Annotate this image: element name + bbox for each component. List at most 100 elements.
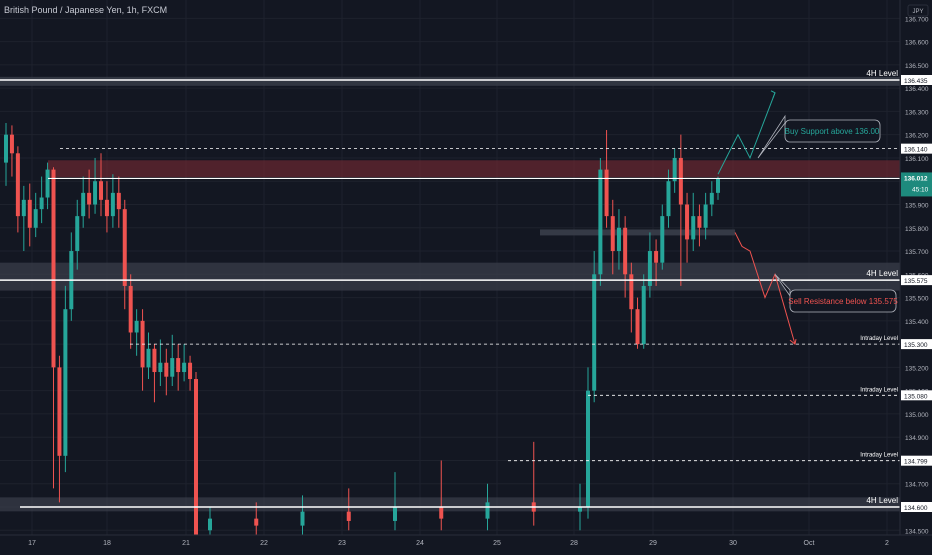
candle-body: [592, 274, 597, 391]
level-price-tag-text: 134.799: [904, 459, 928, 466]
candle-body: [87, 192, 92, 205]
candle-body: [616, 227, 621, 252]
currency-box: [907, 4, 929, 17]
zone-4h-top: [0, 76, 900, 86]
price-tick-label: 136.300: [905, 109, 929, 116]
candle-body: [51, 169, 56, 368]
candle-body: [300, 511, 305, 526]
candle-body: [439, 507, 444, 519]
zone-red-resistance: [48, 160, 900, 178]
candle-body: [15, 153, 20, 217]
candle-body: [75, 216, 80, 252]
candle-body: [635, 309, 640, 345]
candle-body: [99, 181, 103, 200]
level-price-tag-text: 135.300: [904, 342, 928, 349]
candle-body: [678, 157, 683, 205]
annotation-box-sell: [789, 289, 897, 313]
candle-body: [654, 251, 659, 263]
price-tick-label: 135.800: [905, 226, 929, 233]
candle-body: [134, 320, 139, 333]
candle-body: [660, 216, 665, 263]
time-axis-bg: [0, 535, 932, 550]
candle-body: [182, 362, 187, 373]
candle-body: [39, 197, 44, 210]
time-tick-label: Oct: [804, 540, 815, 547]
projection-up: [717, 92, 776, 175]
candle-body: [152, 348, 157, 373]
candle-body: [45, 169, 50, 198]
time-tick-label: 23: [338, 540, 346, 547]
level-label: Intraday Level: [860, 336, 898, 342]
level-price-tag: [901, 75, 932, 85]
level-price-tag: [901, 390, 932, 401]
price-tick-label: 135.700: [905, 249, 929, 256]
countdown-text: 45:10: [912, 186, 929, 193]
level-price-tag: [901, 143, 932, 154]
candle-body: [170, 358, 175, 377]
level-label: 4H Level: [866, 69, 898, 78]
price-tick-label: 136.400: [905, 86, 929, 93]
candle-body: [194, 379, 198, 542]
level-price-tag-text: 134.600: [904, 505, 928, 512]
candle-body: [691, 216, 696, 240]
symbol-title: British Pound / Japanese Yen, 1h, FXCM: [4, 5, 168, 15]
price-tick-label: 135.900: [905, 202, 929, 209]
level-price-tag-text: 135.080: [904, 393, 928, 400]
candle-body: [672, 157, 677, 182]
candle-body: [641, 285, 646, 345]
candle-body: [116, 192, 121, 210]
level-label: 4H Level: [866, 496, 898, 505]
currency-label: JPY: [912, 9, 923, 15]
candle-body: [164, 362, 169, 377]
arrow-down-head: [789, 339, 797, 346]
zone-4h-bottom: [0, 497, 900, 512]
level-price-tag: [901, 502, 932, 512]
level-price-tag-text: 135.575: [904, 278, 928, 285]
annotation-sell: Sell Resistance below 135.575: [788, 297, 898, 306]
price-tick-label: 134.900: [905, 435, 929, 442]
time-tick-label: 18: [103, 540, 111, 547]
price-tick-label: 135.200: [905, 365, 929, 372]
candle-body: [188, 362, 193, 380]
level-price-tag: [901, 339, 932, 350]
candle-body: [647, 251, 652, 286]
level-label: Intraday Level: [860, 387, 898, 393]
time-tick-label: 17: [28, 540, 36, 547]
candle-body: [610, 216, 615, 252]
candle-body: [254, 518, 259, 526]
annotation-pointer: [757, 114, 786, 159]
candle-body: [93, 181, 98, 205]
price-tick-label: 136.100: [905, 156, 929, 163]
candle-body: [104, 199, 109, 217]
candle-body: [586, 390, 590, 507]
candle-body: [33, 209, 38, 228]
price-tick-label: 135.000: [905, 412, 929, 419]
candle-body: [703, 204, 708, 228]
candle-body: [122, 209, 127, 286]
arrow-up-head: [770, 90, 776, 98]
time-tick-label: 2: [885, 540, 889, 547]
price-tick-label: 134.500: [905, 528, 929, 535]
candle-body: [21, 199, 26, 217]
time-tick-label: 21: [182, 540, 190, 547]
candle-body: [604, 169, 609, 217]
candle-body: [57, 367, 62, 456]
price-tick-label: 136.600: [905, 40, 929, 47]
level-label: Intraday Level: [860, 453, 898, 459]
candle-body: [393, 507, 397, 521]
projection-down: [734, 232, 796, 345]
price-tick-label: 134.700: [905, 482, 929, 489]
time-tick-label: 25: [493, 540, 501, 547]
level-price-tag: [901, 455, 932, 466]
candle-body: [623, 227, 628, 275]
candle-body: [63, 309, 68, 456]
candle-body: [27, 199, 32, 228]
candle-body: [176, 358, 181, 373]
time-tick-label: 29: [649, 540, 657, 547]
candle-body: [81, 192, 86, 217]
candle-body: [709, 192, 714, 205]
candle-body: [9, 134, 14, 154]
price-tick-label: 135.400: [905, 319, 929, 326]
